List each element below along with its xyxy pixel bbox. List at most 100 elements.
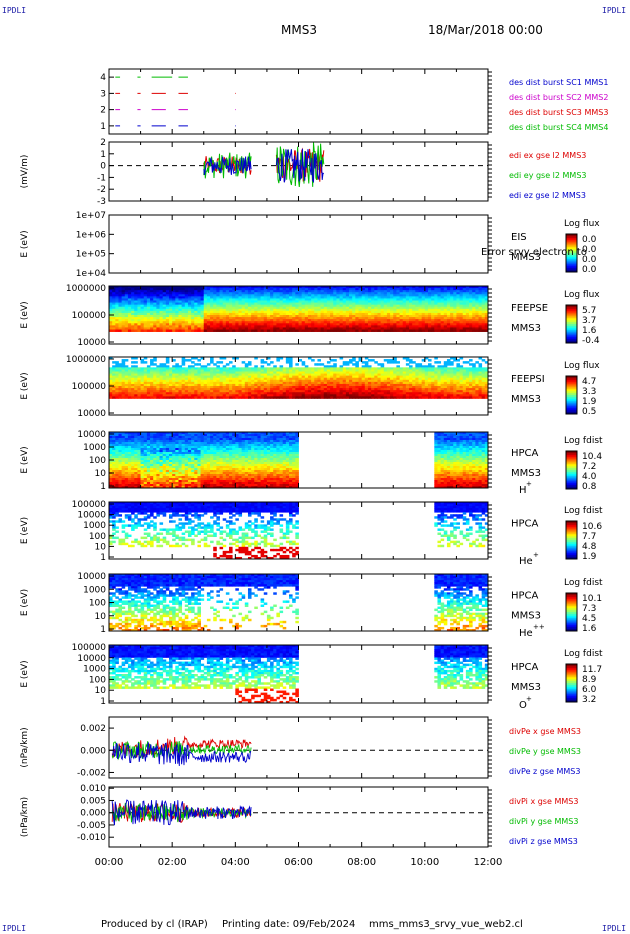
spectrogram-cell — [112, 317, 116, 320]
spectrogram-cell — [127, 312, 132, 316]
spectrogram-cell — [301, 317, 306, 320]
spectrogram-cell — [131, 327, 135, 330]
spectrogram-cell — [352, 304, 356, 308]
spectrogram-cell — [326, 329, 331, 332]
spectrogram-cell — [162, 317, 167, 320]
colorbar-cell — [566, 266, 577, 269]
spectrogram-cell — [402, 292, 407, 295]
spectrogram-cell — [446, 296, 451, 299]
spectrogram-cell — [238, 390, 243, 393]
spectrogram-cell — [172, 312, 176, 316]
spectrogram-cell — [456, 315, 460, 318]
spectrogram-cell — [301, 363, 306, 366]
spectrogram-cell — [386, 323, 391, 326]
spectrogram-cell — [216, 388, 220, 391]
spectrogram-cell — [330, 321, 334, 324]
spectrogram-cell — [143, 319, 148, 322]
spectrogram-cell — [289, 302, 293, 306]
spectrogram-cell — [380, 292, 385, 295]
spectrogram-cell — [146, 321, 151, 324]
spectrogram-cell — [200, 302, 205, 306]
spectrogram-cell — [247, 286, 252, 289]
spectrogram-cell — [383, 294, 388, 297]
spectrogram-cell — [191, 361, 195, 364]
spectrogram-cell — [191, 300, 195, 303]
spectrogram-cell — [140, 392, 145, 395]
spectrogram-cell — [450, 327, 454, 330]
spectrogram-cell — [409, 306, 413, 310]
spectrogram-cell — [377, 363, 382, 366]
spectrogram-cell — [314, 329, 318, 332]
spectrogram-cell — [273, 369, 277, 372]
spectrogram-cell — [219, 315, 224, 318]
spectrogram-cell — [475, 317, 479, 320]
spectrogram-cell — [301, 396, 306, 399]
spectrogram-cell — [109, 396, 113, 399]
spectrogram-cell — [377, 325, 382, 328]
spectrogram-cell — [367, 327, 372, 330]
spectrogram-cell — [453, 312, 457, 316]
spectrogram-cell — [153, 315, 157, 318]
spectrogram-cell — [440, 327, 445, 330]
spectrogram-cell — [225, 292, 230, 295]
spectrogram-cell — [194, 357, 198, 360]
spectrogram-cell — [165, 386, 170, 389]
spectrogram-cell — [450, 298, 454, 301]
spectrogram-cell — [225, 373, 230, 377]
spectrogram-cell — [159, 392, 164, 395]
spectrogram-cell — [282, 306, 287, 310]
spectrogram-cell — [263, 386, 268, 389]
spectrogram-cell — [118, 367, 123, 370]
spectrogram-cell — [443, 306, 448, 310]
spectrogram-cell — [390, 294, 394, 297]
colorbar-cell — [566, 253, 577, 256]
spectrogram-cell — [257, 294, 261, 297]
spectrogram-cell — [427, 296, 432, 299]
spectrogram-cell — [475, 310, 479, 314]
spectrogram-cell — [415, 323, 419, 326]
spectrogram-cell — [184, 327, 189, 330]
spectrogram-cell — [109, 329, 113, 332]
spectrogram-cell — [276, 306, 280, 310]
spectrogram-cell — [285, 306, 290, 310]
spectrogram-cell — [450, 315, 454, 318]
spectrogram-cell — [266, 308, 271, 312]
spectrogram-cell — [377, 302, 382, 306]
spectrogram-cell — [251, 317, 255, 320]
spectrogram-cell — [273, 310, 277, 314]
spectrogram-cell — [134, 294, 138, 297]
spectrogram-cell — [213, 290, 217, 293]
spectrogram-cell — [440, 396, 445, 399]
spectrogram-cell — [206, 290, 211, 293]
spectrogram-cell — [210, 375, 214, 379]
spectrogram-cell — [285, 375, 290, 379]
date-title: 18/Mar/2018 00:00 — [428, 23, 543, 37]
spectrogram-cell — [203, 381, 208, 385]
spectrogram-cell — [184, 377, 189, 381]
spectrogram-cell — [355, 300, 359, 303]
spectrogram-cell — [184, 375, 189, 379]
spectrogram-cell — [326, 294, 331, 297]
spectrogram-cell — [213, 286, 217, 289]
spectrogram-cell — [352, 396, 356, 399]
spectrogram-cell — [456, 304, 460, 308]
spectrogram-cell — [333, 296, 337, 299]
spectrogram-cell — [478, 306, 483, 310]
spectrogram-cell — [311, 294, 315, 297]
spectrogram-cell — [263, 304, 268, 308]
spectrogram-cell — [314, 323, 318, 326]
spectrogram-cell — [210, 308, 214, 312]
spectrogram-cell — [159, 321, 164, 324]
spectrogram-cell — [131, 288, 135, 291]
spectrogram-cell — [222, 306, 227, 310]
spectrogram-cell — [266, 369, 271, 372]
spectrogram-cell — [181, 302, 186, 306]
spectrogram-cell — [162, 308, 167, 312]
spectrogram-cell — [263, 308, 268, 312]
spectrogram-cell — [367, 308, 372, 312]
spectrogram-cell — [229, 386, 233, 389]
spectrogram-cell — [241, 394, 246, 397]
spectrogram-cell — [326, 308, 331, 312]
spectrogram-cell — [203, 371, 208, 374]
spectrogram-cell — [191, 375, 195, 379]
